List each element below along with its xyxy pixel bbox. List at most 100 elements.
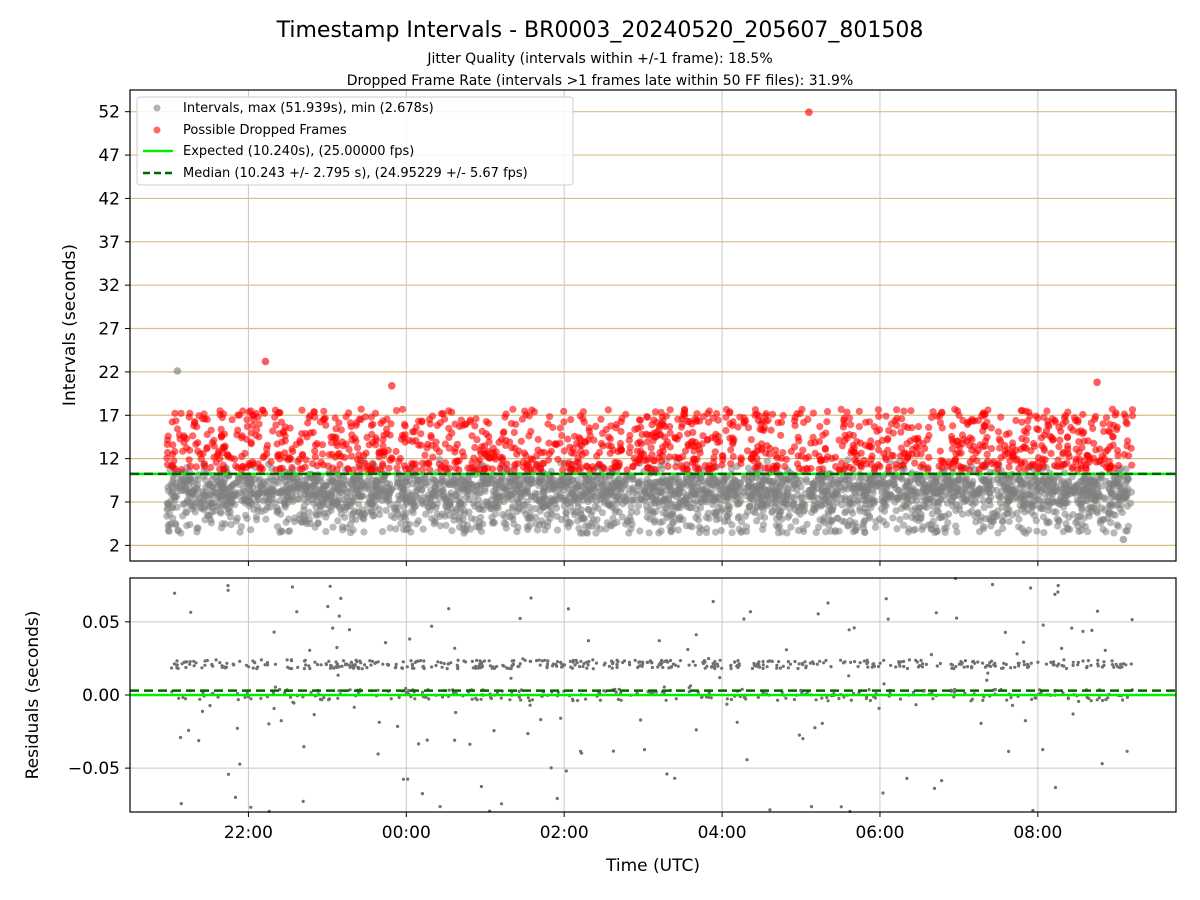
interval-point xyxy=(479,506,487,514)
interval-point xyxy=(556,483,564,492)
interval-point xyxy=(508,504,517,512)
residual-point xyxy=(585,666,589,670)
dropped-frame-point xyxy=(604,406,612,414)
dropped-frame-point xyxy=(885,463,893,471)
residual-point xyxy=(816,612,820,616)
dropped-frame-point xyxy=(467,464,475,472)
interval-point xyxy=(617,487,625,495)
dropped-frame-point xyxy=(811,449,819,457)
dropped-frame-point xyxy=(243,435,251,443)
interval-point xyxy=(165,510,174,518)
interval-point xyxy=(775,522,784,530)
interval-point xyxy=(316,508,324,516)
residual-point xyxy=(434,663,438,668)
residual-point xyxy=(610,666,614,670)
dropped-frame-point xyxy=(1099,460,1107,468)
interval-point xyxy=(402,509,410,517)
residual-point xyxy=(1022,660,1026,664)
dropped-frame-point xyxy=(292,440,300,449)
interval-point xyxy=(1063,484,1071,492)
residual-point xyxy=(693,663,697,667)
interval-point xyxy=(350,474,358,483)
residual-point xyxy=(302,667,306,671)
residual-point xyxy=(313,660,317,664)
dropped-frame-point xyxy=(331,414,339,422)
interval-point xyxy=(646,490,655,498)
interval-point xyxy=(658,518,667,526)
residual-point xyxy=(319,663,323,667)
interval-point xyxy=(442,521,450,530)
dropped-frame-point xyxy=(360,452,368,460)
dropped-frame-point xyxy=(298,406,306,414)
interval-point xyxy=(741,512,750,520)
interval-point xyxy=(1117,473,1125,481)
dropped-frame-point xyxy=(520,449,529,457)
residual-point xyxy=(445,667,449,671)
dropped-frame-point xyxy=(678,462,686,470)
interval-point xyxy=(555,493,563,501)
interval-point xyxy=(1078,506,1086,514)
interval-point xyxy=(430,520,438,528)
intervals-ytick-label: 22 xyxy=(98,363,120,383)
intervals-ytick-label: 2 xyxy=(109,536,120,556)
dropped-frame-point xyxy=(580,418,588,426)
interval-point xyxy=(636,527,644,535)
dropped-frame-point xyxy=(995,435,1003,443)
interval-point xyxy=(400,489,408,497)
dropped-frame-point xyxy=(1034,414,1042,422)
dropped-frame-point xyxy=(693,410,701,418)
dropped-frame-point xyxy=(1021,459,1029,467)
interval-point xyxy=(914,507,922,515)
dropped-frame-point xyxy=(353,455,361,463)
dropped-frame-point xyxy=(503,466,512,474)
residual-point xyxy=(662,685,666,689)
interval-point xyxy=(681,479,689,488)
dropped-frame-point xyxy=(455,457,463,465)
residual-point xyxy=(1089,699,1093,703)
dropped-frame-point xyxy=(1075,438,1083,446)
interval-point xyxy=(745,503,753,511)
interval-point xyxy=(972,498,980,506)
dropped-frame-point xyxy=(338,438,346,446)
interval-point xyxy=(328,478,336,486)
interval-point xyxy=(489,518,497,526)
dropped-frame-point xyxy=(485,419,493,427)
interval-point xyxy=(1061,499,1069,507)
dropped-frame-point xyxy=(379,417,387,425)
dropped-frame-point xyxy=(957,463,966,471)
interval-point xyxy=(214,477,222,485)
interval-point xyxy=(1017,494,1025,502)
dropped-frame-point xyxy=(369,438,377,447)
interval-point xyxy=(264,477,272,485)
interval-point xyxy=(962,496,970,504)
residual-point xyxy=(326,604,330,609)
interval-point xyxy=(441,495,449,503)
interval-point xyxy=(445,511,453,519)
dropped-frame-point xyxy=(1077,427,1085,435)
intervals-ytick-label: 52 xyxy=(98,103,120,123)
interval-point xyxy=(986,501,994,509)
dropped-frame-point xyxy=(617,447,625,455)
interval-point xyxy=(606,482,614,491)
residual-point xyxy=(777,660,781,664)
residual-point xyxy=(259,658,263,662)
legend-label-expected: Expected (10.240s), (25.00000 fps) xyxy=(183,144,414,159)
dropped-frame-point xyxy=(779,449,787,457)
interval-point xyxy=(734,499,742,507)
interval-point xyxy=(1081,522,1089,531)
interval-point xyxy=(953,485,961,493)
dropped-frame-point xyxy=(719,456,727,464)
dropped-frame-point xyxy=(659,447,667,455)
dropped-frame-point xyxy=(470,454,478,462)
dropped-frame-point xyxy=(517,437,525,445)
residual-point xyxy=(748,610,753,614)
interval-point xyxy=(800,500,808,508)
dropped-frame-point xyxy=(855,407,863,415)
dropped-frame-point xyxy=(554,455,562,464)
interval-point xyxy=(467,480,475,488)
interval-point xyxy=(749,491,757,499)
residual-point xyxy=(1081,659,1085,663)
interval-point xyxy=(771,499,780,507)
dropped-frame-point xyxy=(852,458,860,467)
dropped-frame-point xyxy=(681,409,689,417)
